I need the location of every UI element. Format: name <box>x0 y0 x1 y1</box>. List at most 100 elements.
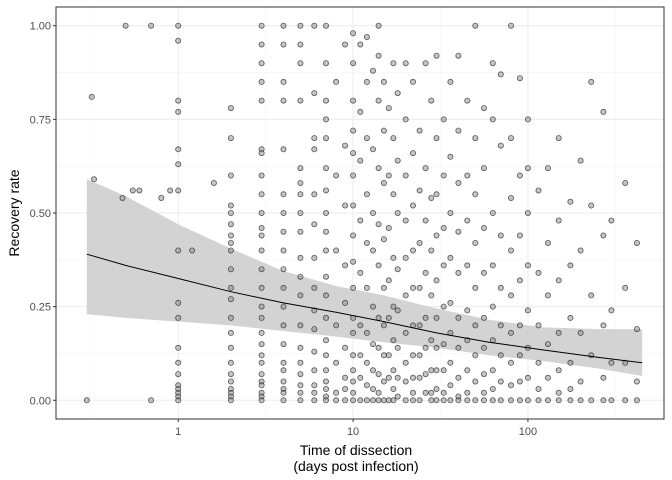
data-point <box>535 187 542 194</box>
data-point <box>480 105 487 112</box>
data-point <box>311 367 318 374</box>
data-point <box>322 209 329 216</box>
data-point <box>136 187 143 194</box>
data-point <box>455 179 462 186</box>
data-point <box>600 108 607 115</box>
data-point <box>497 232 504 239</box>
data-point <box>322 116 329 123</box>
data-point <box>422 165 429 172</box>
data-point <box>375 97 382 104</box>
data-point <box>280 266 287 273</box>
data-point <box>375 22 382 29</box>
data-point <box>555 329 562 336</box>
data-point <box>227 314 234 321</box>
data-point <box>357 269 364 276</box>
data-point <box>148 397 155 404</box>
data-point <box>535 397 542 404</box>
data-point <box>350 258 357 265</box>
data-point <box>380 78 387 85</box>
data-point <box>535 359 542 366</box>
data-point <box>428 247 435 254</box>
data-point <box>227 378 234 385</box>
data-point <box>297 359 304 366</box>
data-point <box>567 198 574 205</box>
data-point <box>409 202 416 209</box>
data-point <box>402 378 409 385</box>
data-point <box>342 374 349 381</box>
data-point <box>390 191 397 198</box>
data-point <box>385 352 392 359</box>
data-point <box>227 105 234 112</box>
data-point <box>311 326 318 333</box>
data-point <box>489 303 496 310</box>
data-point <box>311 254 318 261</box>
data-point <box>342 202 349 209</box>
data-point <box>227 359 234 366</box>
data-point <box>311 284 318 291</box>
data-point <box>297 179 304 186</box>
data-point <box>402 172 409 179</box>
data-point <box>588 292 595 299</box>
data-point <box>440 367 447 374</box>
data-points <box>83 22 640 404</box>
y-axis: 0.00 0.25 0.50 0.75 1.00 <box>30 21 56 407</box>
x-axis: 1 10 100 <box>175 419 537 438</box>
data-point <box>433 135 440 142</box>
data-point <box>428 367 435 374</box>
data-point <box>258 78 265 85</box>
data-point <box>440 389 447 396</box>
data-point <box>311 135 318 142</box>
x-tick-label: 100 <box>519 426 537 438</box>
data-point <box>342 344 349 351</box>
data-point <box>394 307 401 314</box>
data-point <box>258 41 265 48</box>
data-point <box>577 397 584 404</box>
data-point <box>428 97 435 104</box>
data-point <box>375 165 382 172</box>
data-point <box>588 352 595 359</box>
data-point <box>385 374 392 381</box>
data-point <box>402 217 409 224</box>
data-point <box>280 359 287 366</box>
data-point <box>175 108 182 115</box>
data-point <box>363 191 370 198</box>
data-point <box>489 60 496 67</box>
data-point <box>357 108 364 115</box>
data-point <box>175 146 182 153</box>
data-point <box>175 397 182 404</box>
data-point <box>567 359 574 366</box>
data-point <box>390 385 397 392</box>
data-point <box>357 352 364 359</box>
data-point <box>227 239 234 246</box>
data-point <box>311 22 318 29</box>
data-point <box>497 352 504 359</box>
data-point <box>455 127 462 134</box>
data-point <box>227 284 234 291</box>
data-point <box>227 232 234 239</box>
data-point <box>322 247 329 254</box>
data-point <box>480 371 487 378</box>
data-point <box>363 359 370 366</box>
data-point <box>464 307 471 314</box>
data-point <box>409 352 416 359</box>
data-point <box>258 172 265 179</box>
data-point <box>227 135 234 142</box>
data-point <box>342 385 349 392</box>
data-point <box>422 60 429 67</box>
y-tick-label: 0.25 <box>30 302 51 314</box>
data-point <box>322 60 329 67</box>
data-point <box>394 393 401 400</box>
data-point <box>464 97 471 104</box>
data-point <box>416 187 423 194</box>
data-point <box>369 303 376 310</box>
data-point <box>516 352 523 359</box>
data-point <box>402 60 409 67</box>
data-point <box>311 191 318 198</box>
data-point <box>544 397 551 404</box>
data-point <box>350 202 357 209</box>
data-point <box>280 41 287 48</box>
data-point <box>567 262 574 269</box>
data-point <box>390 367 397 374</box>
data-point <box>416 352 423 359</box>
data-point <box>588 397 595 404</box>
